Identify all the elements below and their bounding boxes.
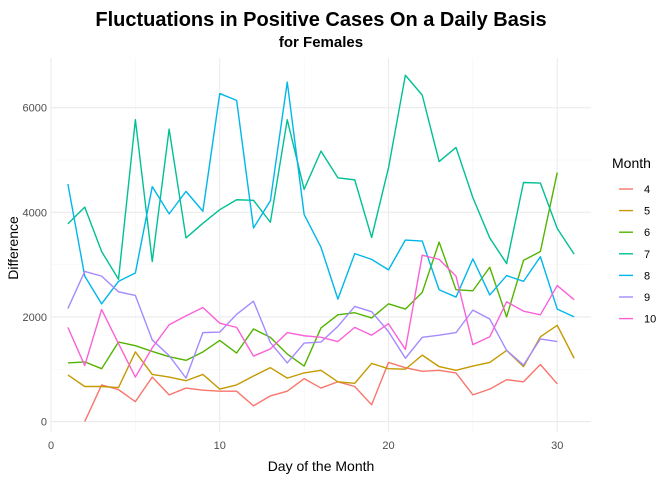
y-tick-label: 0 bbox=[41, 417, 47, 429]
x-axis-title: Day of the Month bbox=[268, 458, 375, 474]
y-tick-label: 6000 bbox=[23, 103, 47, 115]
legend-label-month-10: 10 bbox=[644, 314, 656, 326]
y-tick-label: 4000 bbox=[23, 207, 47, 219]
minor-gridlines bbox=[51, 58, 591, 432]
chart-subtitle: for Females bbox=[279, 34, 363, 51]
y-tick-label: 2000 bbox=[23, 312, 47, 324]
legend-label-month-9: 9 bbox=[644, 292, 650, 304]
legend-label-month-4: 4 bbox=[644, 184, 650, 196]
legend-items: 4 5 6 7 8 9 10 bbox=[619, 184, 656, 326]
series-line-month-6 bbox=[67, 172, 558, 370]
x-tick-label: 20 bbox=[382, 440, 394, 452]
series-line-month-9 bbox=[67, 270, 558, 379]
y-axis-ticks: 0 2000 4000 6000 bbox=[23, 103, 47, 429]
legend-label-month-6: 6 bbox=[644, 227, 650, 239]
x-axis-ticks: 0 10 20 30 bbox=[48, 440, 563, 452]
series-line-month-10 bbox=[67, 254, 575, 378]
legend-title: Month bbox=[612, 155, 651, 171]
series-lines bbox=[67, 74, 575, 422]
legend-label-month-8: 8 bbox=[644, 270, 650, 282]
series-line-month-7 bbox=[67, 74, 575, 280]
series-line-month-8 bbox=[67, 81, 575, 318]
plot-panel bbox=[50, 58, 591, 432]
legend-label-month-5: 5 bbox=[644, 206, 650, 218]
legend: Month 4 5 6 7 8 9 10 bbox=[612, 155, 656, 326]
x-tick-label: 30 bbox=[551, 440, 563, 452]
x-tick-label: 10 bbox=[214, 440, 226, 452]
y-axis-title: Difference bbox=[5, 216, 21, 280]
chart-title: Fluctuations in Positive Cases On a Dail… bbox=[95, 9, 546, 31]
series-line-month-5 bbox=[67, 324, 575, 390]
legend-label-month-7: 7 bbox=[644, 249, 650, 261]
major-gridlines bbox=[50, 58, 591, 432]
series-line-month-4 bbox=[84, 361, 558, 422]
x-tick-label: 0 bbox=[48, 440, 54, 452]
